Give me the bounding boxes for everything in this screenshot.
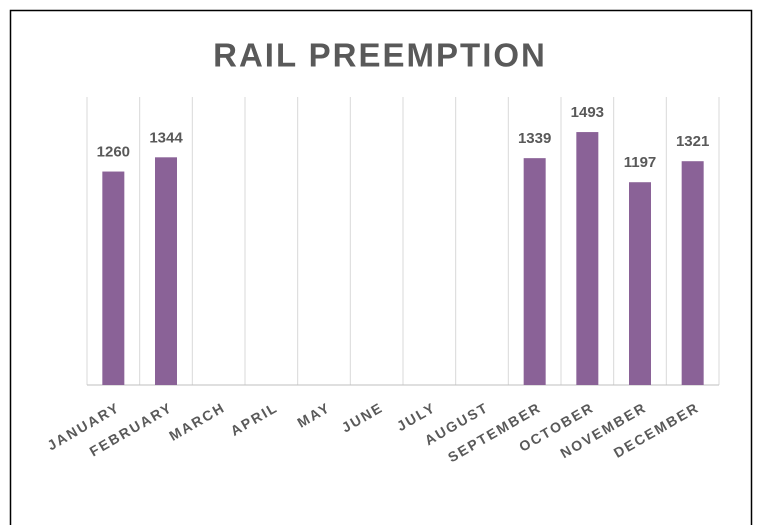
bar — [576, 132, 599, 385]
data-label: 1197 — [624, 154, 657, 171]
data-label: 1260 — [97, 144, 130, 161]
data-label: 1344 — [149, 129, 183, 146]
bar — [155, 157, 177, 385]
chart-frame — [9, 9, 753, 525]
data-label: 1339 — [518, 130, 551, 147]
data-label: 1493 — [571, 104, 604, 121]
bar — [629, 182, 651, 385]
data-label: 1321 — [676, 133, 709, 150]
chart-title: RAIL PREEMPTION — [213, 37, 547, 74]
bar — [102, 171, 125, 385]
bar — [523, 158, 546, 385]
bar — [681, 161, 704, 385]
